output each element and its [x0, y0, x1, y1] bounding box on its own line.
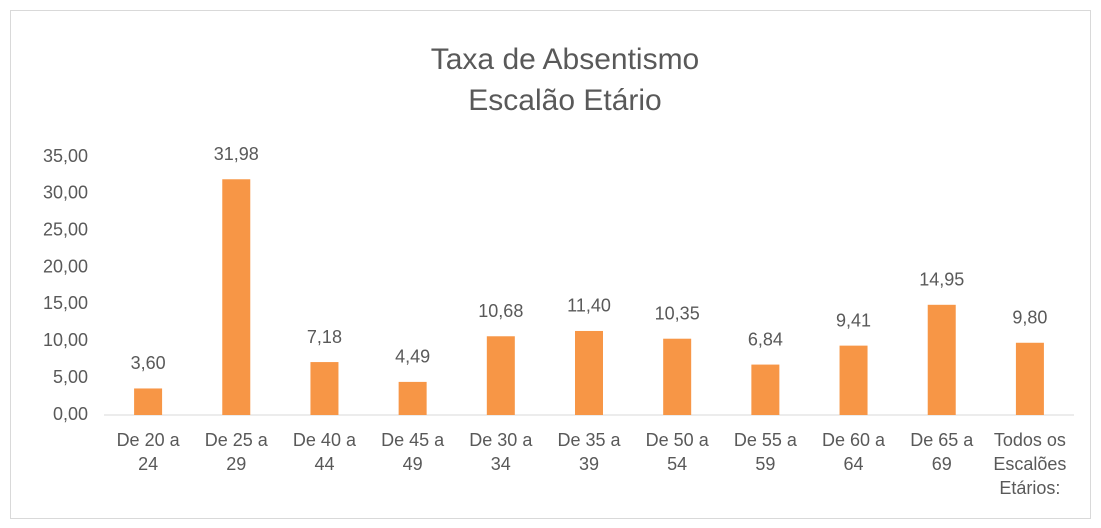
bar [222, 179, 251, 415]
chart-border [10, 10, 1091, 519]
x-tick-label: De 35 a [557, 430, 621, 450]
x-tick-label: 34 [491, 454, 511, 474]
x-tick-label: De 40 a [293, 430, 357, 450]
y-tick-label: 30,00 [43, 183, 88, 203]
x-tick-label: Escalões [993, 454, 1066, 474]
y-tick-label: 35,00 [43, 146, 88, 166]
chart-title: Taxa de Absentismo [431, 43, 700, 76]
bar [751, 364, 780, 415]
x-tick-label: 69 [932, 454, 952, 474]
bar [927, 304, 956, 415]
x-tick-label: De 25 a [205, 430, 269, 450]
value-label: 6,84 [748, 329, 783, 349]
value-label: 10,68 [478, 301, 523, 321]
x-tick-label: Etários: [999, 478, 1060, 498]
x-tick-label: 64 [844, 454, 864, 474]
value-label: 9,41 [836, 310, 871, 330]
bar [839, 345, 868, 415]
y-tick-label: 20,00 [43, 256, 88, 276]
value-label: 14,95 [919, 270, 964, 290]
x-tick-label: De 55 a [734, 430, 798, 450]
x-tick-label: De 45 a [381, 430, 445, 450]
y-tick-label: 0,00 [53, 404, 88, 424]
value-label: 11,40 [567, 296, 611, 316]
x-tick-label: 49 [403, 454, 423, 474]
x-tick-label: 44 [314, 454, 334, 474]
bar [398, 381, 427, 415]
y-tick-label: 15,00 [43, 293, 88, 313]
x-tick-label: 54 [667, 454, 687, 474]
bar [1015, 342, 1044, 415]
bar [134, 388, 163, 415]
y-tick-label: 25,00 [43, 219, 88, 239]
value-label: 31,98 [214, 144, 259, 164]
bar [486, 336, 515, 415]
x-tick-label: 29 [226, 454, 246, 474]
y-tick-label: 5,00 [53, 367, 88, 387]
x-tick-label: 24 [138, 454, 158, 474]
x-tick-label: De 65 a [910, 430, 974, 450]
x-tick-label: De 30 a [469, 430, 533, 450]
x-tick-label: 59 [755, 454, 775, 474]
x-tick-label: De 20 a [117, 430, 181, 450]
x-tick-label: De 50 a [646, 430, 710, 450]
value-label: 9,80 [1012, 308, 1047, 328]
value-label: 10,35 [655, 303, 700, 323]
y-tick-label: 10,00 [43, 330, 88, 350]
value-label: 3,60 [131, 353, 166, 373]
bar [575, 330, 603, 415]
value-label: 4,49 [395, 347, 430, 367]
chart-title: Escalão Etário [468, 84, 661, 117]
bar [663, 338, 692, 415]
bar [310, 362, 339, 415]
x-tick-label: Todos os [994, 430, 1066, 450]
value-label: 7,18 [307, 327, 342, 347]
x-tick-label: De 60 a [822, 430, 886, 450]
x-tick-label: 39 [579, 454, 599, 474]
